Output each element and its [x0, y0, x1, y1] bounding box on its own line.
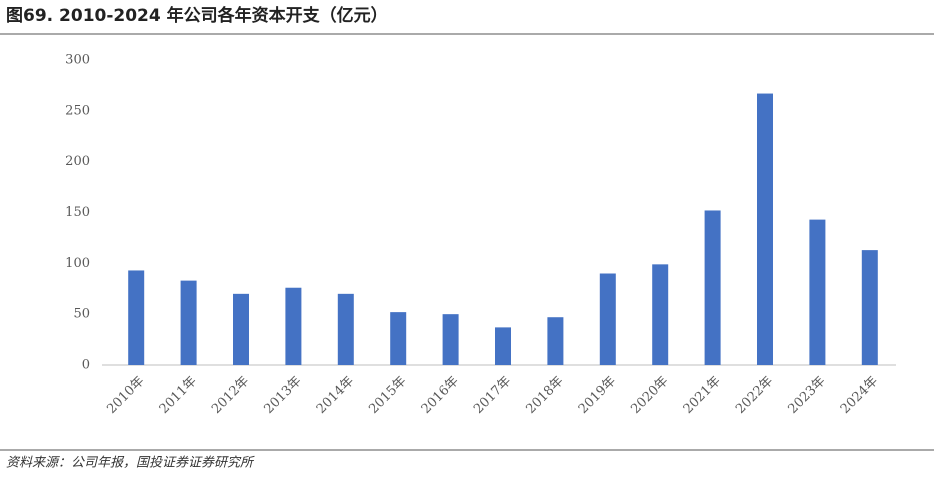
x-tick-label: 2024年 [838, 374, 881, 417]
x-tick-label: 2023年 [786, 374, 829, 417]
bar [233, 293, 249, 365]
bar [442, 314, 459, 365]
bar [337, 293, 354, 365]
x-tick-label: 2014年 [314, 374, 357, 417]
x-tick-label: 2017年 [471, 374, 514, 417]
y-tick-label: 150 [65, 205, 90, 220]
y-tick-label: 250 [65, 103, 90, 118]
x-tick-label: 2012年 [209, 374, 252, 417]
bar [128, 270, 145, 365]
y-tick-label: 50 [73, 307, 90, 322]
x-tick-label: 2016年 [419, 374, 462, 417]
bar [757, 93, 773, 366]
bar [809, 219, 826, 365]
x-tick-label: 2010年 [104, 374, 147, 417]
bar [652, 264, 669, 365]
x-tick-label: 2019年 [576, 374, 619, 417]
bar [547, 317, 564, 365]
x-tick-label: 2021年 [681, 374, 724, 417]
x-tick-label: 2011年 [157, 374, 200, 417]
bar [285, 287, 302, 365]
source-note: 资料来源：公司年报，国投证券证券研究所 [6, 455, 255, 471]
x-tick-label: 2020年 [628, 374, 671, 417]
bar [390, 312, 407, 365]
y-tick-label: 0 [82, 358, 90, 373]
bar [495, 327, 511, 365]
bar [861, 250, 878, 365]
y-tick-label: 100 [65, 256, 90, 271]
y-tick-label: 300 [65, 53, 90, 68]
bar [180, 280, 197, 365]
chart-title: 图69. 2010-2024 年公司各年资本开支（亿元） [6, 5, 388, 26]
x-tick-label: 2018年 [524, 374, 567, 417]
x-tick-label: 2015年 [366, 374, 409, 417]
bar [599, 273, 616, 365]
y-tick-label: 200 [65, 154, 90, 169]
x-tick-label: 2013年 [262, 374, 305, 417]
bar [704, 210, 721, 365]
x-tick-label: 2022年 [733, 374, 776, 417]
